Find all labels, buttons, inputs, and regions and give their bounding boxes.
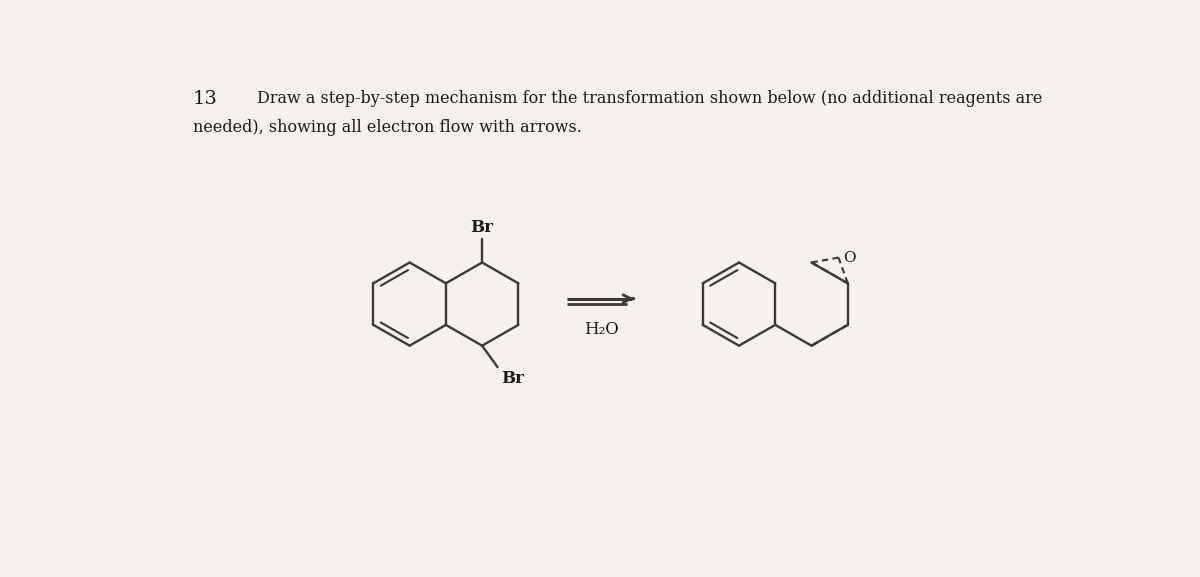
Text: H₂O: H₂O <box>584 321 619 338</box>
Text: needed), showing all electron flow with arrows.: needed), showing all electron flow with … <box>193 119 582 136</box>
Text: 13: 13 <box>193 90 217 108</box>
Text: Br: Br <box>470 219 493 237</box>
Text: Br: Br <box>502 370 524 387</box>
Text: Draw a step-by-step mechanism for the transformation shown below (no additional : Draw a step-by-step mechanism for the tr… <box>257 90 1043 107</box>
Text: O: O <box>844 250 856 265</box>
